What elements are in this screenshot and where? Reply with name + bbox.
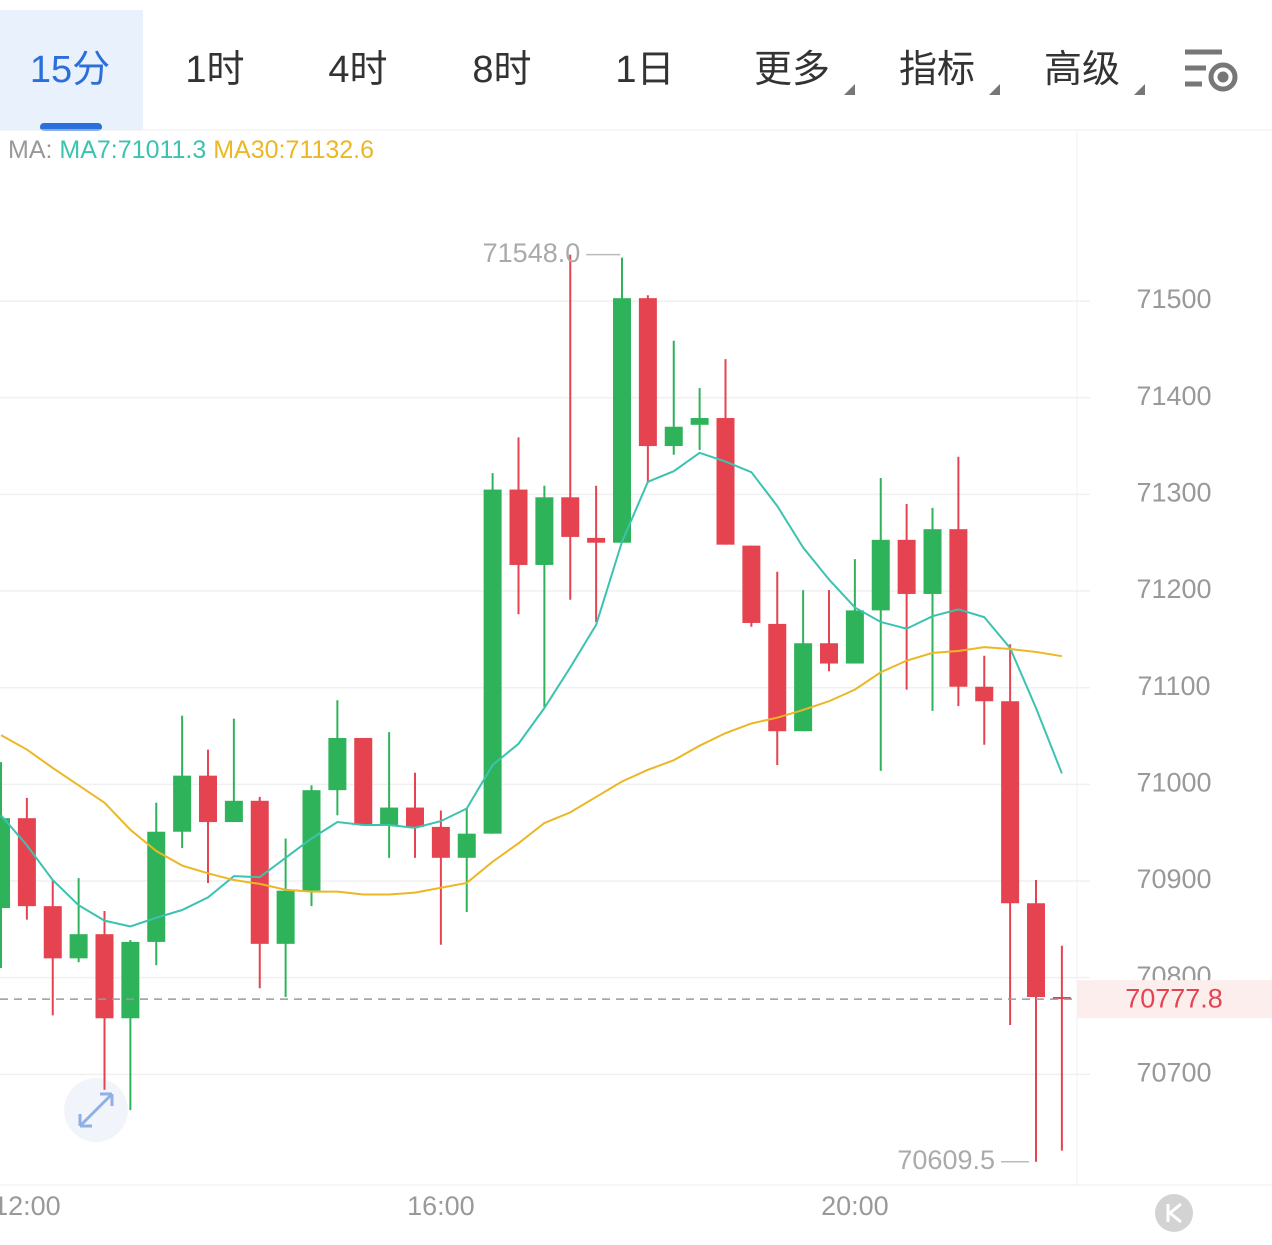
- candle-body: [69, 934, 88, 959]
- tab[interactable]: 1日: [615, 49, 674, 91]
- candle-body: [1001, 701, 1020, 904]
- y-tick-label: 70700: [1136, 1057, 1211, 1087]
- candle-body: [431, 826, 450, 858]
- candle-body: [845, 610, 864, 664]
- candle-body: [535, 497, 554, 565]
- candle-body: [380, 807, 399, 825]
- candle-body: [561, 497, 580, 537]
- x-tick-label: 16:00: [407, 1191, 475, 1221]
- candle-body: [587, 537, 606, 543]
- candle-body: [949, 529, 968, 687]
- tab[interactable]: 1时: [185, 49, 244, 91]
- candle-body: [975, 686, 994, 702]
- candle-body: [121, 941, 140, 1019]
- candle-body: [354, 737, 373, 825]
- y-tick-label: 71400: [1136, 381, 1211, 411]
- candle-body: [794, 643, 813, 732]
- dropdown-triangles: [844, 84, 1145, 95]
- last-price-bg: [1077, 980, 1272, 1019]
- k-button[interactable]: [1155, 1194, 1193, 1232]
- tab[interactable]: 更多: [754, 49, 830, 91]
- y-tick-label: 71500: [1136, 284, 1211, 314]
- active-tab-indicator: [40, 123, 102, 131]
- candle-body: [250, 800, 269, 944]
- ma-line: [0, 646, 1063, 896]
- candle-body: [95, 934, 114, 1019]
- y-tick-label: 71000: [1136, 767, 1211, 797]
- candle-body: [820, 643, 838, 664]
- candle-body: [406, 807, 424, 827]
- candle-body: [147, 831, 166, 942]
- candle-body: [1027, 903, 1045, 998]
- candle-body: [664, 426, 683, 447]
- candle-body: [742, 545, 761, 623]
- x-tick-label: 20:00: [821, 1191, 889, 1221]
- candle-body: [923, 529, 942, 594]
- candle-body: [768, 623, 787, 732]
- candle-body: [199, 775, 217, 823]
- y-tick-label: 71100: [1137, 671, 1210, 701]
- candle-body: [17, 818, 36, 907]
- expand-button[interactable]: [64, 1078, 128, 1142]
- plot-area: [0, 254, 1071, 1162]
- candle-body: [173, 775, 192, 832]
- candle-body: [457, 833, 476, 858]
- tab[interactable]: 8时: [472, 49, 531, 91]
- legend-entry: MA7:71011.3: [59, 136, 206, 164]
- last-price-label: 70777.8: [1125, 983, 1223, 1013]
- candle-body: [613, 298, 631, 543]
- x-tick-label: 12:00: [0, 1191, 61, 1221]
- ma-title: MA:: [8, 136, 52, 164]
- candle-body: [224, 800, 243, 823]
- y-tick-label: 71200: [1136, 574, 1211, 604]
- candle-body: [483, 489, 502, 834]
- active-tab-bg: [0, 10, 143, 130]
- candle-body: [0, 818, 10, 909]
- candle-body: [276, 890, 295, 944]
- candle-body: [43, 906, 62, 959]
- tab[interactable]: 15分: [30, 49, 110, 91]
- y-tick-label: 71300: [1136, 478, 1211, 508]
- tab[interactable]: 指标: [899, 49, 975, 91]
- settings-icon[interactable]: [1185, 49, 1238, 92]
- candle-body: [638, 298, 657, 447]
- y-tick-label: 70900: [1136, 864, 1211, 894]
- low-label: 70609.5: [897, 1145, 995, 1175]
- high-label: 71548.0: [483, 238, 581, 268]
- candle-body: [328, 737, 347, 791]
- candle-body: [1052, 997, 1071, 1000]
- legend-entry: MA30:71132.6: [213, 136, 374, 164]
- candle-body: [716, 418, 735, 545]
- candle-body: [302, 790, 321, 891]
- tab[interactable]: 4时: [328, 49, 387, 91]
- ma-legend: MA: MA7:71011.3 MA30:71132.6: [8, 136, 374, 164]
- ma-line: [0, 451, 1063, 928]
- candle-body: [690, 418, 709, 425]
- candle-body: [871, 539, 890, 611]
- candle-body: [897, 539, 916, 594]
- candle-body: [509, 489, 528, 565]
- tab[interactable]: 高级: [1044, 49, 1120, 91]
